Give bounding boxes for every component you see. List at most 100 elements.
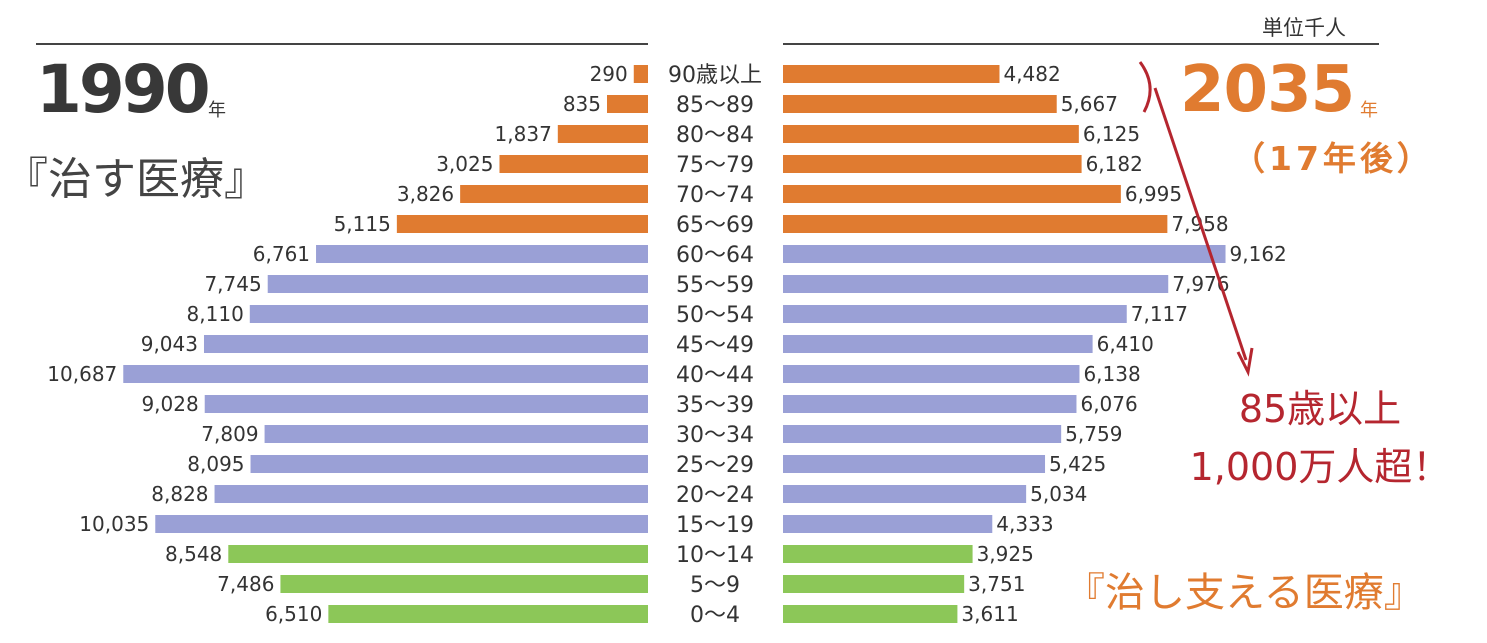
age-label-18: 0〜4 (690, 603, 740, 628)
age-label-7: 55〜59 (676, 273, 754, 298)
value-1990-3: 3,025 (436, 152, 493, 176)
value-1990-16: 8,548 (165, 542, 222, 566)
age-label-17: 5〜9 (690, 573, 740, 598)
value-2035-14: 5,034 (1030, 482, 1087, 506)
right-phrase: 『治し支える医療』 (1065, 570, 1424, 616)
age-label-0: 90歳以上 (668, 63, 762, 88)
value-1990-11: 9,028 (141, 392, 198, 416)
bar-1990-8 (249, 305, 648, 323)
value-1990-17: 7,486 (217, 572, 274, 596)
value-2035-2: 6,125 (1083, 122, 1140, 146)
unit-label: 単位千人 (1262, 16, 1346, 40)
bar-1990-1 (607, 95, 648, 113)
annotation-arrow-line (1153, 87, 1248, 361)
value-1990-18: 6,510 (265, 602, 322, 626)
value-2035-6: 9,162 (1230, 242, 1287, 266)
annotation-arrow-head (1236, 347, 1254, 377)
value-2035-17: 3,751 (968, 572, 1025, 596)
left-year-title: 1990 (36, 51, 211, 128)
value-2035-13: 5,425 (1049, 452, 1106, 476)
value-2035-9: 6,410 (1097, 332, 1154, 356)
bar-2035-14 (783, 485, 1027, 503)
bar-1990-13 (250, 455, 648, 473)
bar-1990-3 (499, 155, 648, 173)
right-year-suffix: 年 (1360, 100, 1378, 121)
age-label-11: 35〜39 (676, 393, 754, 418)
bar-1990-11 (204, 395, 648, 413)
value-1990-4: 3,826 (397, 182, 454, 206)
age-label-10: 40〜44 (676, 363, 754, 388)
value-2035-12: 5,759 (1065, 422, 1122, 446)
value-1990-10: 10,687 (47, 362, 117, 386)
bar-1990-15 (155, 515, 648, 533)
bar-2035-15 (783, 515, 993, 533)
bar-2035-11 (783, 395, 1077, 413)
bar-1990-12 (264, 425, 648, 443)
value-2035-0: 4,482 (1003, 62, 1060, 86)
bar-2035-9 (783, 335, 1093, 353)
age-label-12: 30〜34 (676, 423, 754, 448)
age-label-4: 70〜74 (676, 183, 754, 208)
annotation-line-2: 1,000万人超！ (1189, 445, 1451, 489)
age-label-13: 25〜29 (676, 453, 754, 478)
bar-1990-14 (214, 485, 648, 503)
left-top-rule (36, 43, 648, 45)
bar-2035-3 (783, 155, 1082, 173)
bar-1990-5 (396, 215, 648, 233)
bar-2035-0 (783, 65, 1000, 83)
value-1990-9: 9,043 (141, 332, 198, 356)
bar-2035-10 (783, 365, 1080, 383)
age-label-15: 15〜19 (676, 513, 754, 538)
age-label-1: 85〜89 (676, 93, 754, 118)
bar-2035-2 (783, 125, 1079, 143)
value-2035-4: 6,995 (1125, 182, 1182, 206)
bar-2035-16 (783, 545, 973, 563)
bar-2035-5 (783, 215, 1168, 233)
value-1990-14: 8,828 (151, 482, 208, 506)
age-label-5: 65〜69 (676, 213, 754, 238)
value-1990-2: 1,837 (495, 122, 552, 146)
value-2035-8: 7,117 (1131, 302, 1188, 326)
annotation-arrow (1138, 61, 1254, 377)
bar-2035-17 (783, 575, 965, 593)
bars-2035 (783, 65, 1226, 623)
age-label-6: 60〜64 (676, 243, 754, 268)
bar-2035-12 (783, 425, 1062, 443)
value-1990-13: 8,095 (187, 452, 244, 476)
value-2035-15: 4,333 (996, 512, 1053, 536)
left-phrase: 『治す医療』 (4, 154, 268, 205)
value-1990-8: 8,110 (187, 302, 244, 326)
age-label-2: 80〜84 (676, 123, 754, 148)
value-2035-11: 6,076 (1080, 392, 1137, 416)
bar-1990-6 (316, 245, 648, 263)
value-1990-12: 7,809 (201, 422, 258, 446)
right-year-subtitle: （17年後） (1232, 139, 1434, 178)
value-1990-15: 10,035 (79, 512, 149, 536)
bar-2035-4 (783, 185, 1121, 203)
bar-1990-18 (328, 605, 648, 623)
bar-1990-16 (228, 545, 648, 563)
age-label-14: 20〜24 (676, 483, 754, 508)
value-1990-1: 835 (563, 92, 601, 116)
value-2035-3: 6,182 (1086, 152, 1143, 176)
bar-1990-0 (633, 65, 648, 83)
bar-2035-7 (783, 275, 1169, 293)
value-1990-7: 7,745 (204, 272, 261, 296)
value-2035-10: 6,138 (1083, 362, 1140, 386)
age-labels: 90歳以上 85〜89 80〜84 75〜79 70〜74 65〜69 60〜64 55〜59… (668, 63, 762, 628)
bars-1990 (123, 65, 648, 623)
right-year-title: 2035 (1180, 53, 1355, 127)
annotation-line-1: 85歳以上 (1238, 387, 1402, 431)
left-year-suffix: 年 (208, 100, 226, 121)
bar-1990-7 (267, 275, 648, 293)
bar-1990-10 (123, 365, 648, 383)
value-2035-16: 3,925 (977, 542, 1034, 566)
bar-1990-2 (557, 125, 648, 143)
age-label-3: 75〜79 (676, 153, 754, 178)
annotation-bracket (1138, 61, 1152, 113)
bar-1990-17 (280, 575, 648, 593)
bar-2035-18 (783, 605, 958, 623)
bar-2035-1 (783, 95, 1057, 113)
